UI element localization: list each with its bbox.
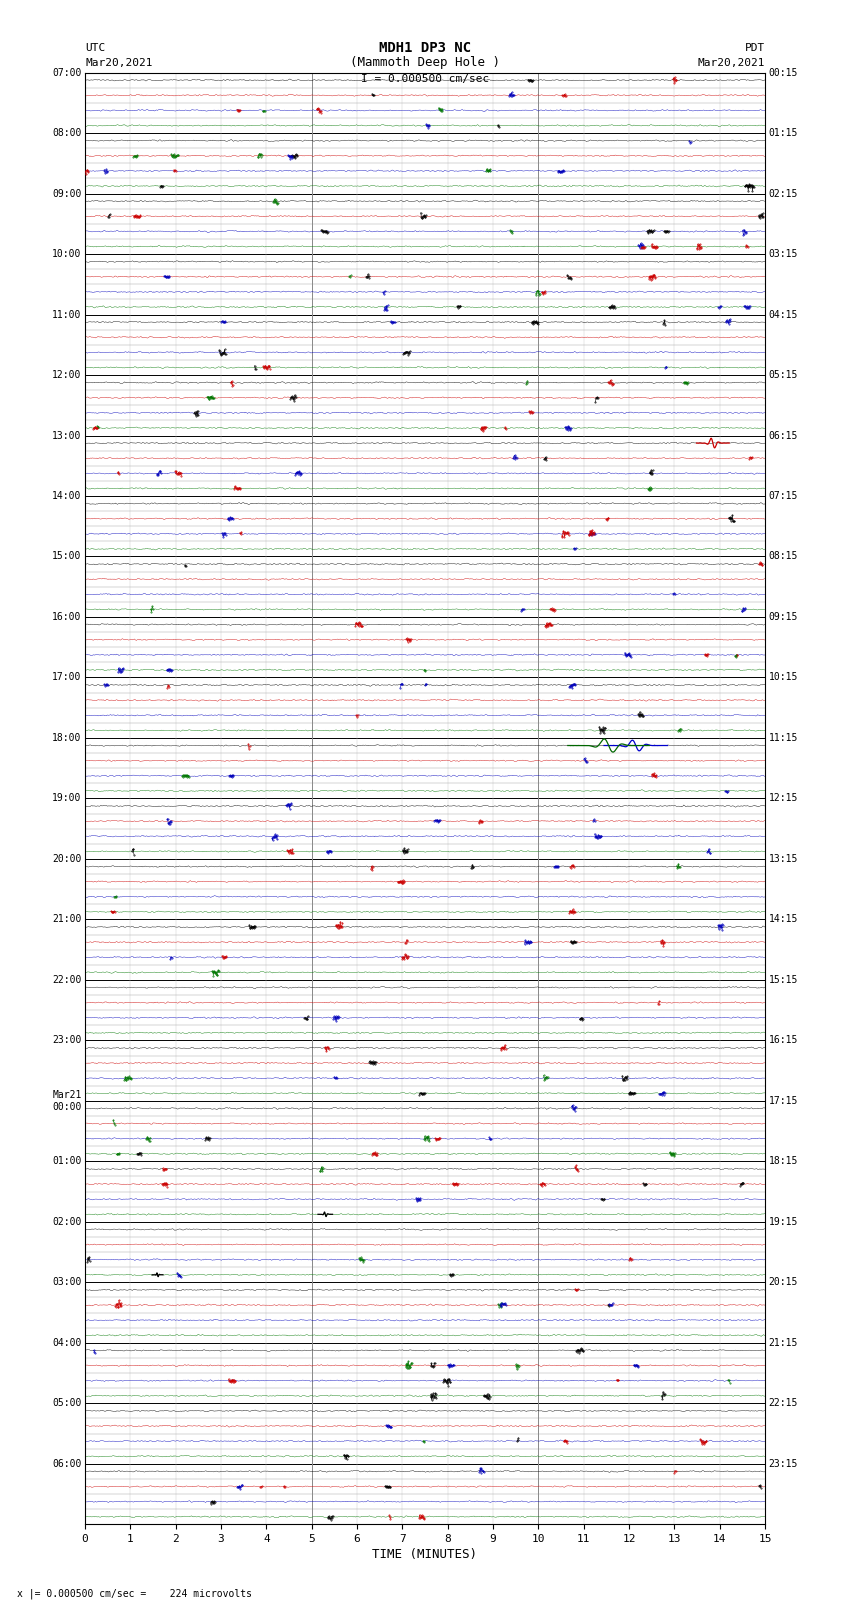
Text: 19:15: 19:15: [768, 1216, 798, 1227]
Text: 21:00: 21:00: [52, 915, 82, 924]
Text: 02:00: 02:00: [52, 1216, 82, 1227]
Text: 04:15: 04:15: [768, 310, 798, 319]
Text: 23:00: 23:00: [52, 1036, 82, 1045]
Text: 14:00: 14:00: [52, 490, 82, 502]
Text: 01:15: 01:15: [768, 127, 798, 139]
Text: 17:15: 17:15: [768, 1095, 798, 1107]
Text: (Mammoth Deep Hole ): (Mammoth Deep Hole ): [350, 56, 500, 69]
Text: 07:00: 07:00: [52, 68, 82, 77]
Text: I = 0.000500 cm/sec: I = 0.000500 cm/sec: [361, 74, 489, 84]
Text: Mar20,2021: Mar20,2021: [698, 58, 765, 68]
Text: 03:00: 03:00: [52, 1277, 82, 1287]
Text: 15:15: 15:15: [768, 974, 798, 986]
Text: 13:00: 13:00: [52, 431, 82, 440]
Text: MDH1 DP3 NC: MDH1 DP3 NC: [379, 42, 471, 55]
Text: 07:15: 07:15: [768, 490, 798, 502]
Text: 00:15: 00:15: [768, 68, 798, 77]
Text: 16:00: 16:00: [52, 611, 82, 623]
Text: x |= 0.000500 cm/sec =    224 microvolts: x |= 0.000500 cm/sec = 224 microvolts: [17, 1589, 252, 1598]
Text: 14:15: 14:15: [768, 915, 798, 924]
Text: 13:15: 13:15: [768, 853, 798, 865]
Text: 10:00: 10:00: [52, 248, 82, 260]
Text: UTC: UTC: [85, 44, 105, 53]
Text: 09:15: 09:15: [768, 611, 798, 623]
Text: 15:00: 15:00: [52, 552, 82, 561]
Text: 22:15: 22:15: [768, 1398, 798, 1408]
Text: 17:00: 17:00: [52, 673, 82, 682]
Text: 18:00: 18:00: [52, 732, 82, 744]
Text: 05:15: 05:15: [768, 369, 798, 381]
Text: 09:00: 09:00: [52, 189, 82, 198]
Text: 11:15: 11:15: [768, 732, 798, 744]
Text: 03:15: 03:15: [768, 248, 798, 260]
Text: 08:15: 08:15: [768, 552, 798, 561]
Text: 08:00: 08:00: [52, 127, 82, 139]
Text: 02:15: 02:15: [768, 189, 798, 198]
Text: 22:00: 22:00: [52, 974, 82, 986]
Text: 19:00: 19:00: [52, 794, 82, 803]
Text: 16:15: 16:15: [768, 1036, 798, 1045]
Text: 20:15: 20:15: [768, 1277, 798, 1287]
Text: 23:15: 23:15: [768, 1458, 798, 1469]
Text: 06:15: 06:15: [768, 431, 798, 440]
Text: PDT: PDT: [745, 44, 765, 53]
Text: 11:00: 11:00: [52, 310, 82, 319]
Text: 10:15: 10:15: [768, 673, 798, 682]
Text: Mar21
00:00: Mar21 00:00: [52, 1090, 82, 1111]
Text: 20:00: 20:00: [52, 853, 82, 865]
Text: 06:00: 06:00: [52, 1458, 82, 1469]
Text: 04:00: 04:00: [52, 1337, 82, 1348]
X-axis label: TIME (MINUTES): TIME (MINUTES): [372, 1548, 478, 1561]
Text: 05:00: 05:00: [52, 1398, 82, 1408]
Text: Mar20,2021: Mar20,2021: [85, 58, 152, 68]
Text: 21:15: 21:15: [768, 1337, 798, 1348]
Text: 12:15: 12:15: [768, 794, 798, 803]
Text: 18:15: 18:15: [768, 1157, 798, 1166]
Text: 01:00: 01:00: [52, 1157, 82, 1166]
Text: 12:00: 12:00: [52, 369, 82, 381]
